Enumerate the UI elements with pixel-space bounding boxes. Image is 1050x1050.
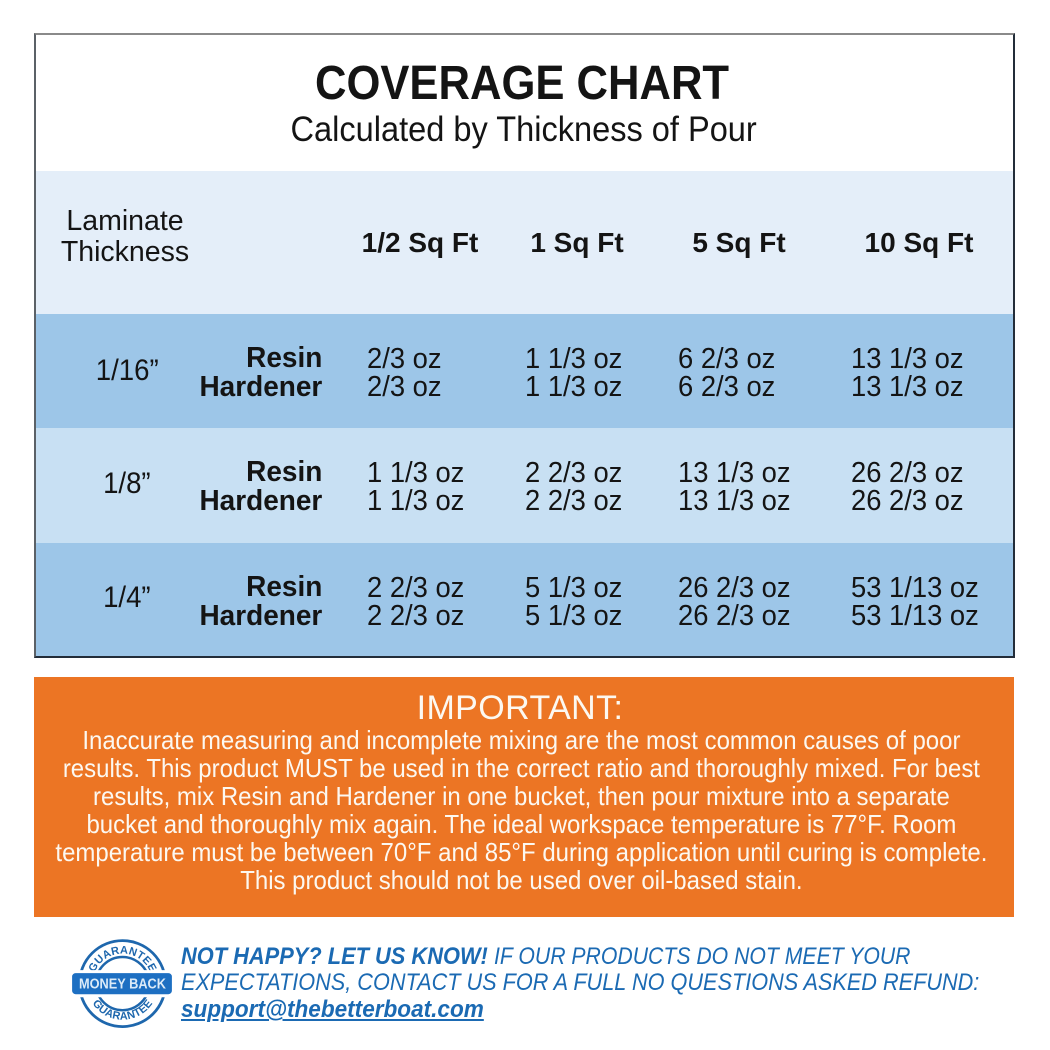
svg-text:MONEY BACK: MONEY BACK xyxy=(79,977,166,993)
